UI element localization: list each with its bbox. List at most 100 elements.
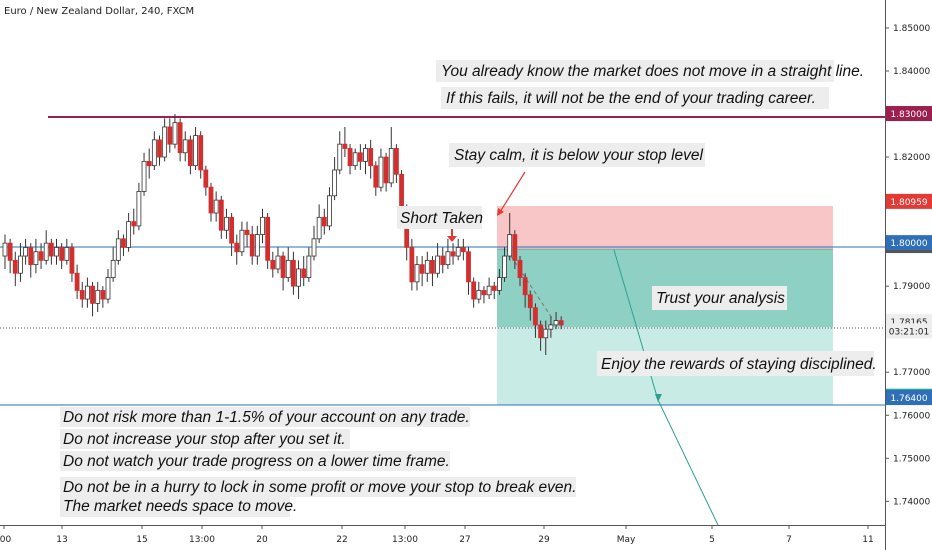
- stop-loss-zone[interactable]: [497, 206, 833, 248]
- candle-down[interactable]: [59, 247, 65, 261]
- candle-down[interactable]: [368, 148, 374, 167]
- candle-up[interactable]: [306, 255, 312, 278]
- candle-down[interactable]: [558, 320, 564, 326]
- candle-up[interactable]: [496, 277, 502, 291]
- candle-up[interactable]: [548, 324, 554, 330]
- candle-down[interactable]: [234, 242, 240, 253]
- candle-down[interactable]: [522, 277, 528, 296]
- candle-up[interactable]: [18, 255, 23, 274]
- candle-up[interactable]: [2, 242, 8, 257]
- candle-up[interactable]: [126, 221, 131, 248]
- candle-down[interactable]: [79, 290, 85, 300]
- candle-down[interactable]: [419, 264, 425, 274]
- candle-down[interactable]: [131, 221, 137, 227]
- candle-down[interactable]: [517, 259, 523, 278]
- candle-down[interactable]: [290, 259, 296, 287]
- candle-down[interactable]: [481, 290, 487, 296]
- candle-down[interactable]: [399, 173, 404, 210]
- candle-up[interactable]: [54, 247, 59, 257]
- candle-up[interactable]: [363, 148, 368, 162]
- candle-up[interactable]: [445, 251, 451, 266]
- candle-down[interactable]: [342, 143, 348, 149]
- candle-down[interactable]: [90, 285, 95, 304]
- candle-down[interactable]: [28, 247, 34, 266]
- candle-up[interactable]: [332, 169, 338, 197]
- candle-up[interactable]: [64, 247, 70, 261]
- candle-down[interactable]: [229, 216, 235, 244]
- candle-down[interactable]: [100, 290, 106, 300]
- candle-down[interactable]: [347, 148, 353, 167]
- candle-up[interactable]: [239, 229, 245, 253]
- candle-down[interactable]: [460, 247, 466, 253]
- candle-down[interactable]: [450, 251, 456, 257]
- candle-up[interactable]: [553, 320, 559, 326]
- candle-down[interactable]: [321, 216, 327, 227]
- candle-down[interactable]: [373, 165, 379, 188]
- candle-up[interactable]: [543, 328, 549, 339]
- candle-up[interactable]: [33, 251, 39, 266]
- candle-down[interactable]: [533, 307, 538, 326]
- candle-down[interactable]: [491, 285, 497, 291]
- candle-down[interactable]: [203, 169, 209, 188]
- candle-down[interactable]: [357, 152, 363, 162]
- candle-up[interactable]: [378, 156, 384, 188]
- candle-up[interactable]: [260, 216, 265, 235]
- candle-up[interactable]: [224, 216, 229, 231]
- candle-down[interactable]: [383, 156, 389, 184]
- candle-down[interactable]: [471, 281, 477, 300]
- candle-up[interactable]: [502, 255, 507, 278]
- candle-down[interactable]: [265, 216, 271, 261]
- candle-up[interactable]: [254, 234, 260, 257]
- candle-up[interactable]: [141, 160, 147, 192]
- candle-up[interactable]: [337, 143, 343, 171]
- candle-down[interactable]: [198, 135, 204, 171]
- candle-down[interactable]: [208, 186, 214, 214]
- candle-up[interactable]: [172, 122, 178, 145]
- candle-up[interactable]: [162, 126, 168, 158]
- candle-down[interactable]: [218, 199, 224, 231]
- candle-up[interactable]: [193, 135, 198, 167]
- candle-down[interactable]: [440, 255, 446, 266]
- candle-down[interactable]: [69, 247, 75, 274]
- candle-up[interactable]: [327, 195, 332, 227]
- candle-up[interactable]: [151, 139, 157, 167]
- candle-down[interactable]: [187, 139, 193, 167]
- candle-down[interactable]: [244, 229, 250, 235]
- candle-up[interactable]: [476, 290, 482, 300]
- candle-up[interactable]: [507, 234, 513, 257]
- candle-down[interactable]: [177, 122, 183, 154]
- candle-down[interactable]: [249, 234, 255, 257]
- candle-down[interactable]: [121, 238, 126, 248]
- candle-down[interactable]: [527, 294, 533, 309]
- candle-down[interactable]: [48, 242, 54, 257]
- candle-down[interactable]: [393, 148, 399, 175]
- candle-up[interactable]: [486, 285, 492, 296]
- candle-up[interactable]: [275, 255, 281, 270]
- candle-up[interactable]: [352, 152, 358, 167]
- candle-up[interactable]: [85, 285, 90, 300]
- candle-up[interactable]: [105, 277, 111, 300]
- candle-down[interactable]: [512, 234, 518, 261]
- candle-down[interactable]: [538, 324, 543, 339]
- candle-down[interactable]: [466, 251, 471, 283]
- candle-down[interactable]: [146, 160, 152, 167]
- candle-up[interactable]: [43, 242, 49, 261]
- candle-up[interactable]: [110, 259, 116, 278]
- candle-down[interactable]: [38, 251, 44, 261]
- candle-up[interactable]: [424, 259, 430, 274]
- candle-down[interactable]: [7, 242, 13, 261]
- candle-down[interactable]: [301, 268, 307, 278]
- candle-up[interactable]: [213, 199, 219, 214]
- candle-up[interactable]: [182, 139, 188, 154]
- candle-down[interactable]: [430, 259, 435, 274]
- candle-down[interactable]: [12, 259, 18, 274]
- candle-down[interactable]: [270, 259, 276, 270]
- candle-up[interactable]: [316, 216, 322, 240]
- candle-up[interactable]: [23, 247, 29, 257]
- candle-up[interactable]: [95, 290, 101, 304]
- candle-down[interactable]: [280, 255, 286, 278]
- candle-up[interactable]: [388, 148, 394, 184]
- candle-down[interactable]: [409, 247, 415, 283]
- candle-up[interactable]: [311, 238, 317, 257]
- candle-up[interactable]: [136, 191, 142, 227]
